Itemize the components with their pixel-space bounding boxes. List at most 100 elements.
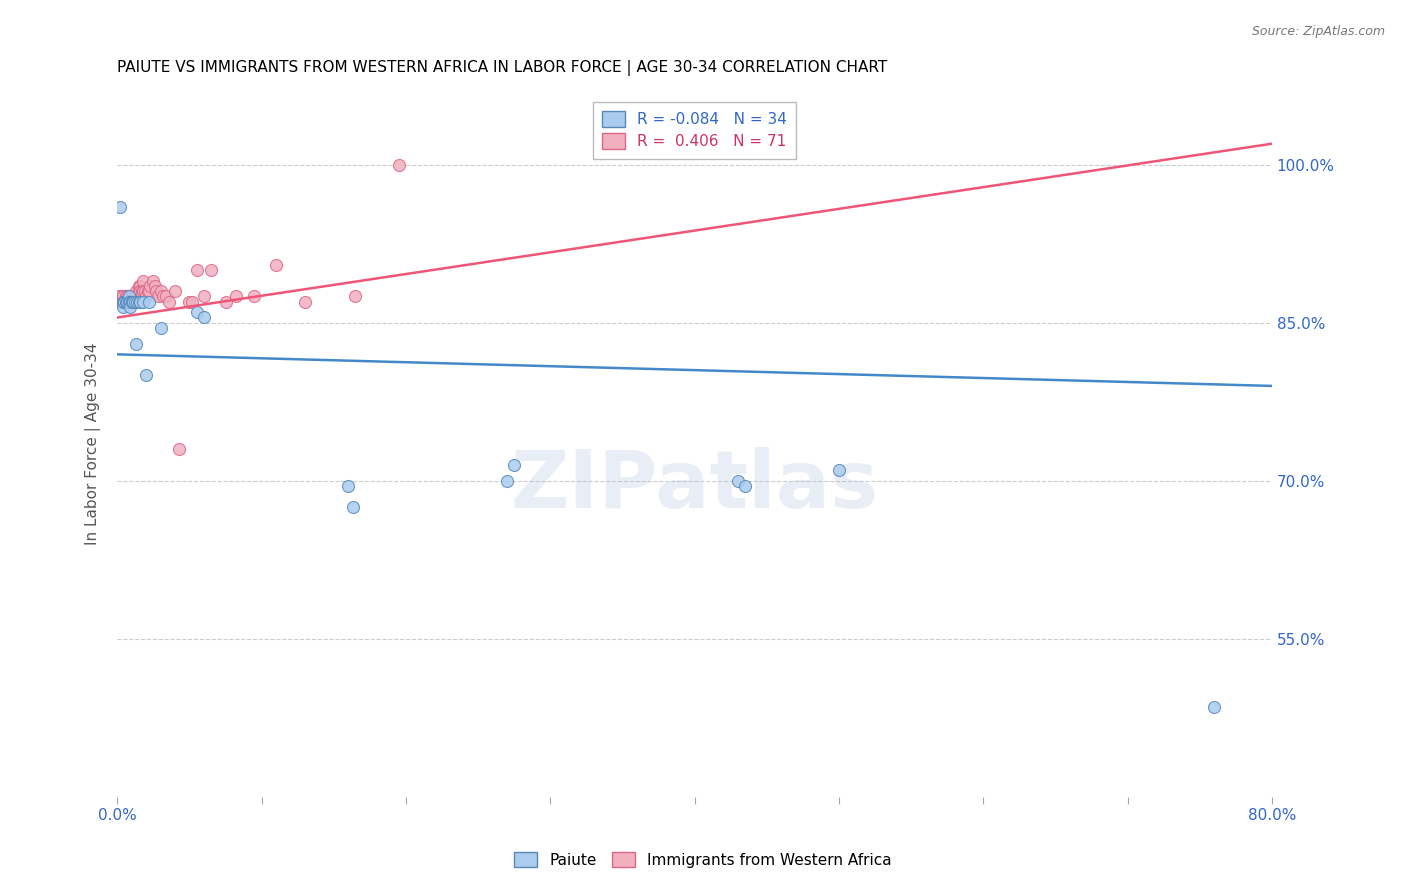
Point (117, 294, 139, 309)
Point (145, 284, 167, 298)
Point (337, 479, 360, 493)
Point (124, 294, 146, 309)
Point (139, 278, 162, 293)
Point (129, 294, 152, 309)
Point (120, 300, 142, 314)
Point (108, 294, 131, 309)
Point (496, 474, 519, 488)
Point (120, 294, 142, 309)
Point (121, 289, 143, 303)
Point (179, 294, 201, 309)
Point (193, 310, 215, 325)
Point (124, 289, 146, 303)
Point (734, 479, 756, 493)
Point (122, 294, 145, 309)
Point (121, 289, 143, 303)
Point (128, 294, 150, 309)
Point (112, 289, 135, 303)
Point (120, 289, 142, 303)
Point (152, 289, 174, 303)
Point (132, 284, 155, 298)
Point (214, 294, 236, 309)
Point (129, 278, 152, 293)
Point (118, 294, 141, 309)
Y-axis label: In Labor Force | Age 30-34: In Labor Force | Age 30-34 (86, 343, 101, 545)
Point (114, 294, 136, 309)
Point (115, 294, 138, 309)
Point (128, 284, 150, 298)
Point (828, 463, 851, 477)
Point (142, 274, 165, 288)
Text: Source: ZipAtlas.com: Source: ZipAtlas.com (1251, 25, 1385, 38)
Point (110, 294, 132, 309)
Point (344, 289, 367, 303)
Legend: Paiute, Immigrants from Western Africa: Paiute, Immigrants from Western Africa (508, 846, 898, 873)
Point (186, 263, 208, 277)
Point (122, 294, 145, 309)
Point (163, 284, 186, 298)
Point (186, 305, 208, 319)
Point (125, 284, 148, 298)
Point (138, 284, 160, 298)
Point (118, 294, 141, 309)
Point (143, 278, 166, 293)
Point (149, 284, 172, 298)
Point (388, 158, 411, 172)
Point (114, 294, 136, 309)
Point (157, 294, 180, 309)
Point (115, 289, 138, 303)
Point (125, 289, 148, 303)
Point (114, 294, 136, 309)
Point (121, 289, 143, 303)
Point (122, 289, 145, 303)
Point (124, 294, 146, 309)
Point (132, 294, 155, 309)
Point (342, 500, 364, 514)
Point (121, 294, 143, 309)
Point (112, 289, 135, 303)
Point (108, 200, 131, 214)
Point (112, 294, 135, 309)
Point (136, 284, 159, 298)
Point (131, 284, 153, 298)
Point (294, 294, 316, 309)
Point (117, 294, 139, 309)
Point (155, 289, 177, 303)
Point (138, 294, 160, 309)
Point (193, 289, 215, 303)
Point (149, 321, 172, 335)
Point (122, 294, 145, 309)
Point (117, 294, 139, 309)
Point (127, 289, 149, 303)
Point (129, 284, 152, 298)
Point (169, 442, 191, 457)
Point (128, 278, 150, 293)
Point (131, 289, 153, 303)
Point (121, 294, 143, 309)
Point (135, 368, 157, 383)
Point (134, 284, 156, 298)
Point (181, 294, 204, 309)
Text: PAIUTE VS IMMIGRANTS FROM WESTERN AFRICA IN LABOR FORCE | AGE 30-34 CORRELATION : PAIUTE VS IMMIGRANTS FROM WESTERN AFRICA… (117, 60, 887, 76)
Point (264, 258, 287, 272)
Point (125, 336, 148, 351)
Point (727, 474, 749, 488)
Point (127, 289, 149, 303)
Point (200, 263, 222, 277)
Legend: R = -0.084   N = 34, R =  0.406   N = 71: R = -0.084 N = 34, R = 0.406 N = 71 (593, 103, 796, 159)
Point (118, 289, 141, 303)
Point (120, 294, 142, 309)
Point (117, 289, 139, 303)
Point (115, 294, 138, 309)
Point (146, 289, 169, 303)
Point (127, 294, 149, 309)
Text: ZIPatlas: ZIPatlas (510, 447, 879, 525)
Point (132, 274, 155, 288)
Point (243, 289, 266, 303)
Point (124, 294, 146, 309)
Point (135, 289, 157, 303)
Point (114, 294, 136, 309)
Point (225, 289, 247, 303)
Point (1204, 700, 1226, 714)
Point (125, 294, 148, 309)
